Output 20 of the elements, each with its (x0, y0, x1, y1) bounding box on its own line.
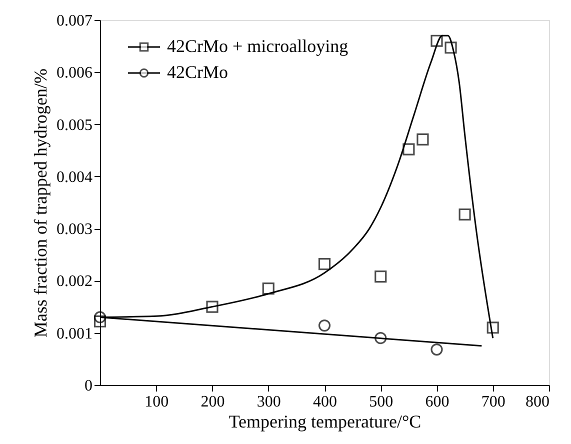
y-tick-label: 0.003 (56, 221, 92, 238)
y-axis-title: Mass fraction of trapped hydrogen/% (30, 68, 50, 338)
y-tick-label: 0.001 (56, 325, 92, 342)
x-tick-label: 800 (526, 394, 550, 410)
y-tick-label: 0.006 (56, 64, 92, 82)
legend-label: 42CrMo + microalloying (167, 36, 348, 56)
x-tick-label: 600 (425, 394, 450, 410)
x-tick-label: 300 (256, 394, 281, 410)
y-tick-label: 0.002 (56, 273, 92, 290)
x-tick-label: 200 (200, 394, 225, 410)
x-tick-label: 400 (313, 394, 337, 410)
x-tick-label: 100 (144, 394, 169, 410)
y-tick-label: 0 (84, 378, 92, 394)
y-tick-label: 0.004 (56, 168, 92, 186)
x-tick-label: 500 (369, 394, 394, 410)
y-tick-label: 0.005 (56, 116, 92, 134)
x-tick-label: 700 (481, 394, 506, 410)
y-tick-label: 0.007 (56, 12, 92, 30)
x-axis-title: Tempering temperature/°C (228, 412, 422, 432)
legend-label: 42CrMo (167, 62, 228, 82)
